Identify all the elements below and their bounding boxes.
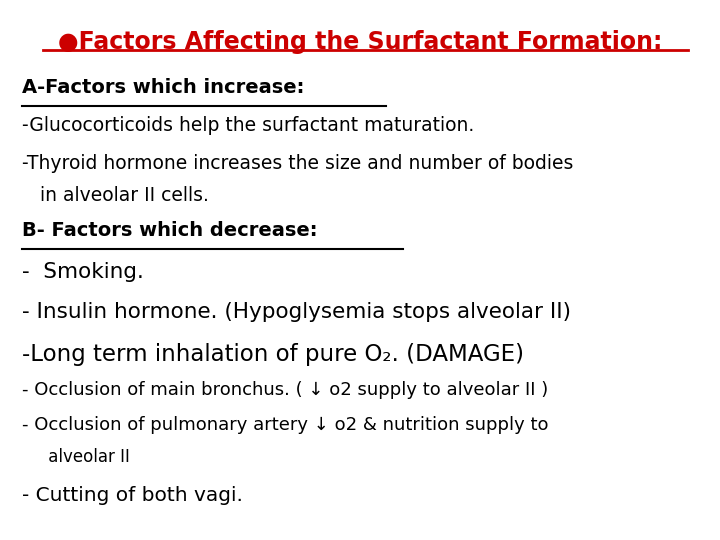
Text: -Thyroid hormone increases the size and number of bodies: -Thyroid hormone increases the size and …	[22, 154, 573, 173]
Text: A-Factors which increase:: A-Factors which increase:	[22, 78, 304, 97]
Text: -Glucocorticoids help the surfactant maturation.: -Glucocorticoids help the surfactant mat…	[22, 116, 474, 135]
Text: - Occlusion of main bronchus. ( ↓ o2 supply to alveolar II ): - Occlusion of main bronchus. ( ↓ o2 sup…	[22, 381, 548, 399]
Text: - Insulin hormone. (Hypoglysemia stops alveolar II): - Insulin hormone. (Hypoglysemia stops a…	[22, 302, 571, 322]
Text: alveolar II: alveolar II	[22, 448, 130, 466]
Text: - Occlusion of pulmonary artery ↓ o2 & nutrition supply to: - Occlusion of pulmonary artery ↓ o2 & n…	[22, 416, 548, 434]
Text: - Cutting of both vagi.: - Cutting of both vagi.	[22, 486, 243, 505]
Text: ●Factors Affecting the Surfactant Formation:: ●Factors Affecting the Surfactant Format…	[58, 30, 662, 53]
Text: in alveolar II cells.: in alveolar II cells.	[22, 186, 209, 205]
Text: B- Factors which decrease:: B- Factors which decrease:	[22, 221, 317, 240]
Text: -  Smoking.: - Smoking.	[22, 262, 143, 282]
Text: -Long term inhalation of pure O₂. (DAMAGE): -Long term inhalation of pure O₂. (DAMAG…	[22, 343, 523, 366]
